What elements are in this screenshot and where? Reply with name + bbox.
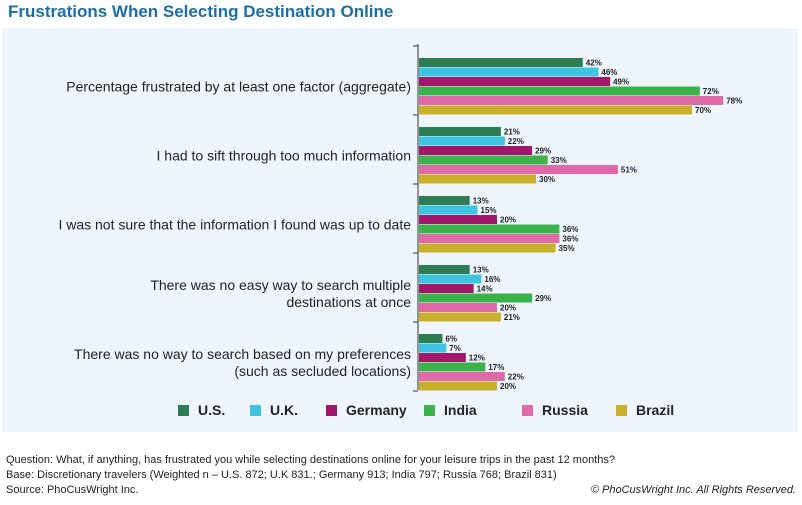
data-label: 29% (535, 147, 551, 156)
bar (419, 343, 447, 353)
data-label: 35% (559, 244, 575, 253)
data-label: 13% (473, 197, 489, 206)
category-label: I had to sift through too much informati… (157, 148, 411, 164)
legend-swatch (424, 405, 435, 416)
bar (419, 67, 599, 77)
bar (419, 303, 497, 312)
bar (419, 353, 466, 362)
bar (419, 372, 505, 381)
bar (419, 77, 611, 86)
bar (419, 381, 497, 391)
category-label: (such as secluded locations) (234, 363, 411, 379)
bar (419, 284, 474, 293)
chart-area: Percentage frustrated by at least one fa… (2, 28, 798, 432)
legend-swatch (178, 405, 189, 416)
footer-base: Base: Discretionary travelers (Weighted … (6, 469, 557, 481)
data-label: 72% (703, 87, 719, 96)
bar (419, 334, 443, 343)
legend-swatch (616, 405, 627, 416)
bar (419, 58, 583, 67)
bar-chart: Percentage frustrated by at least one fa… (58, 44, 742, 418)
bar (419, 96, 724, 105)
bar (419, 274, 482, 284)
legend-label: Germany (346, 402, 407, 418)
data-label: 7% (449, 344, 461, 353)
bar (419, 265, 470, 274)
bar (419, 127, 501, 136)
data-label: 29% (535, 294, 551, 303)
legend-label: Brazil (636, 402, 674, 418)
data-label: 6% (445, 335, 457, 344)
legend-swatch (326, 405, 337, 416)
data-label: 14% (477, 285, 493, 294)
data-label: 20% (500, 304, 516, 313)
data-label: 20% (500, 382, 516, 391)
data-label: 15% (481, 206, 497, 215)
data-label: 36% (562, 225, 578, 234)
bar (419, 86, 700, 96)
chart-title: Frustrations When Selecting Destination … (8, 2, 394, 21)
bar (419, 312, 501, 322)
bar (419, 293, 533, 303)
legend-label: India (444, 402, 477, 418)
data-label: 22% (508, 373, 524, 382)
category-label: There was no way to search based on my p… (74, 346, 411, 362)
data-label: 16% (484, 275, 500, 284)
bar (419, 174, 536, 184)
footer-question: Question: What, if anything, has frustra… (6, 454, 615, 466)
data-label: 78% (726, 97, 742, 106)
data-label: 70% (695, 106, 711, 115)
legend-label: Russia (542, 402, 588, 418)
data-label: 21% (504, 128, 520, 137)
data-label: 42% (586, 59, 602, 68)
bar (419, 224, 560, 234)
bar (419, 243, 556, 253)
category-label: There was no easy way to search multiple (150, 277, 411, 293)
bar (419, 205, 478, 215)
data-label: 36% (562, 235, 578, 244)
category-label: destinations at once (286, 294, 411, 310)
legend-swatch (522, 405, 533, 416)
data-label: 51% (621, 166, 637, 175)
data-label: 17% (488, 363, 504, 372)
bar (419, 234, 560, 243)
category-label: I was not sure that the information I fo… (58, 217, 411, 233)
bar (419, 362, 486, 372)
data-label: 21% (504, 313, 520, 322)
legend-swatch (250, 405, 261, 416)
bar (419, 196, 470, 205)
bar (419, 155, 548, 165)
bar (419, 136, 505, 146)
data-label: 33% (551, 156, 567, 165)
data-label: 30% (539, 175, 555, 184)
bar (419, 105, 692, 115)
bar (419, 215, 497, 224)
legend-label: U.S. (198, 402, 225, 418)
bar (419, 165, 618, 174)
footer-copyright: © PhoCusWright Inc. All Rights Reserved. (590, 484, 796, 496)
data-label: 13% (473, 266, 489, 275)
data-label: 46% (601, 68, 617, 77)
legend-label: U.K. (270, 402, 298, 418)
category-label: Percentage frustrated by at least one fa… (66, 79, 411, 95)
footer-source: Source: PhoCusWright Inc. (6, 484, 139, 496)
data-label: 22% (508, 137, 524, 146)
data-label: 12% (469, 354, 485, 363)
bar (419, 146, 533, 155)
data-label: 20% (500, 216, 516, 225)
data-label: 49% (613, 78, 629, 87)
